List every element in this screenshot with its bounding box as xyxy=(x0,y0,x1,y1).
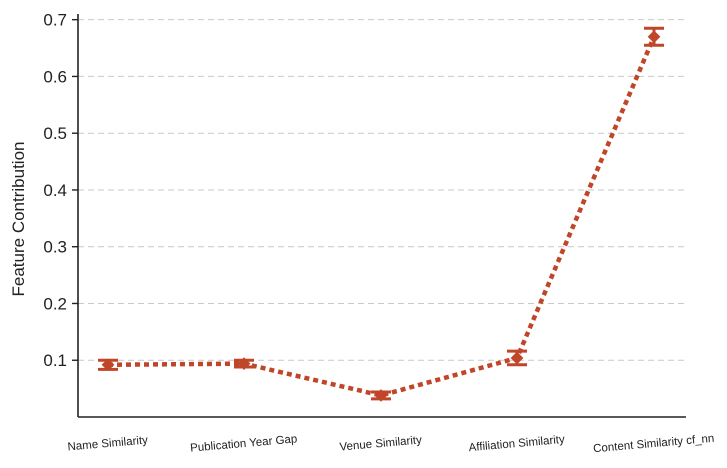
y-tick-label: 0.5 xyxy=(43,124,67,143)
y-tick-label: 0.1 xyxy=(43,351,67,370)
y-tick-label: 0.7 xyxy=(43,11,67,30)
y-tick-label: 0.4 xyxy=(43,181,67,200)
y-tick-label: 0.3 xyxy=(43,238,67,257)
data-point xyxy=(101,358,115,372)
x-tick-label: Name Similarity xyxy=(67,435,148,454)
gridlines xyxy=(78,19,686,361)
data-point xyxy=(374,389,388,402)
series-line xyxy=(98,26,664,402)
y-ticks: 0.1 0.2 0.3 0.4 0.5 0.6 0.7 xyxy=(43,11,78,370)
x-ticks: Name Similarity Publication Year Gap Venue… xyxy=(67,433,715,456)
data-point xyxy=(647,30,661,44)
x-tick-label: Affiliation Similarity xyxy=(468,434,565,454)
y-tick-label: 0.2 xyxy=(43,294,67,313)
series-line-path xyxy=(107,35,657,398)
x-tick-label: Content Similarity cf_nn xyxy=(593,433,715,456)
x-tick-label: Publication Year Gap xyxy=(190,433,298,454)
y-tick-label: 0.6 xyxy=(43,67,67,86)
data-point xyxy=(237,357,251,371)
x-tick-label: Venue Similarity xyxy=(339,434,422,453)
y-axis-title: Feature Contribution xyxy=(9,142,28,297)
data-point xyxy=(510,351,524,365)
